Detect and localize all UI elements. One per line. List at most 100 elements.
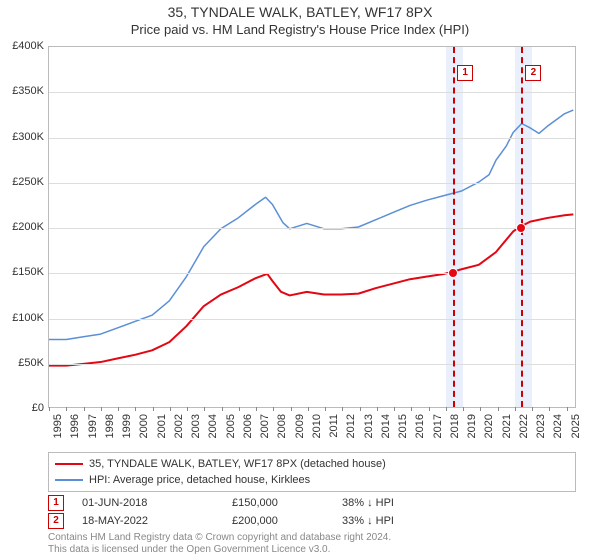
- x-tick: [463, 407, 464, 411]
- legend-swatch: [55, 479, 83, 481]
- callout-line: [453, 47, 455, 407]
- gridline: [49, 319, 575, 320]
- legend-row: HPI: Average price, detached house, Kirk…: [55, 472, 569, 488]
- x-axis-label: 2008: [276, 414, 288, 446]
- chart-svg: [49, 47, 575, 407]
- x-tick: [308, 407, 309, 411]
- x-axis-label: 2007: [259, 414, 271, 446]
- x-tick: [360, 407, 361, 411]
- legend-swatch: [55, 463, 83, 465]
- x-tick: [394, 407, 395, 411]
- sales-callout-number: 2: [48, 513, 64, 529]
- x-axis-label: 2020: [483, 414, 495, 446]
- x-axis-label: 2010: [311, 414, 323, 446]
- gridline: [49, 92, 575, 93]
- x-axis-label: 2021: [501, 414, 513, 446]
- x-axis-label: 2024: [552, 414, 564, 446]
- x-tick: [498, 407, 499, 411]
- sales-callout-number: 1: [48, 495, 64, 511]
- x-tick: [377, 407, 378, 411]
- legend-row: 35, TYNDALE WALK, BATLEY, WF17 8PX (deta…: [55, 456, 569, 472]
- x-tick: [325, 407, 326, 411]
- series-line-hpi: [49, 110, 573, 339]
- y-axis-label: £50K: [0, 357, 44, 369]
- sales-date: 18-MAY-2022: [82, 515, 232, 527]
- legend-label: HPI: Average price, detached house, Kirk…: [89, 474, 310, 486]
- x-axis-label: 1997: [87, 414, 99, 446]
- x-tick: [411, 407, 412, 411]
- x-axis-label: 1999: [121, 414, 133, 446]
- sales-row: 2 18-MAY-2022£200,00033% ↓ HPI: [48, 512, 576, 530]
- page-title: 35, TYNDALE WALK, BATLEY, WF17 8PX: [0, 0, 600, 20]
- footer-line-2: This data is licensed under the Open Gov…: [48, 544, 576, 556]
- x-tick: [222, 407, 223, 411]
- x-axis-label: 2019: [466, 414, 478, 446]
- x-axis-label: 2012: [345, 414, 357, 446]
- legend-box: 35, TYNDALE WALK, BATLEY, WF17 8PX (deta…: [48, 452, 576, 492]
- x-axis-label: 1996: [69, 414, 81, 446]
- x-axis-label: 2017: [432, 414, 444, 446]
- gridline: [49, 228, 575, 229]
- y-axis-label: £250K: [0, 176, 44, 188]
- footer-attribution: Contains HM Land Registry data © Crown c…: [48, 532, 576, 556]
- x-axis-label: 2023: [535, 414, 547, 446]
- x-axis-label: 2006: [242, 414, 254, 446]
- sale-marker: [448, 268, 458, 278]
- gridline: [49, 138, 575, 139]
- x-tick: [153, 407, 154, 411]
- sales-diff: 33% ↓ HPI: [342, 515, 452, 527]
- sales-price: £150,000: [232, 497, 342, 509]
- x-tick: [291, 407, 292, 411]
- x-tick: [549, 407, 550, 411]
- x-tick: [480, 407, 481, 411]
- x-axis-label: 2003: [190, 414, 202, 446]
- x-axis-label: 2018: [449, 414, 461, 446]
- x-tick: [429, 407, 430, 411]
- x-axis-label: 2025: [570, 414, 582, 446]
- x-axis-label: 1998: [104, 414, 116, 446]
- x-tick: [135, 407, 136, 411]
- x-axis-label: 2005: [225, 414, 237, 446]
- sales-price: £200,000: [232, 515, 342, 527]
- y-axis-label: £400K: [0, 40, 44, 52]
- y-axis-label: £100K: [0, 312, 44, 324]
- x-tick: [66, 407, 67, 411]
- x-axis-label: 2015: [397, 414, 409, 446]
- x-tick: [170, 407, 171, 411]
- x-tick: [204, 407, 205, 411]
- x-tick: [446, 407, 447, 411]
- x-tick: [84, 407, 85, 411]
- sales-date: 01-JUN-2018: [82, 497, 232, 509]
- y-axis-label: £200K: [0, 221, 44, 233]
- x-axis-label: 2004: [207, 414, 219, 446]
- x-tick: [567, 407, 568, 411]
- x-tick: [342, 407, 343, 411]
- x-tick: [239, 407, 240, 411]
- legend-label: 35, TYNDALE WALK, BATLEY, WF17 8PX (deta…: [89, 458, 386, 470]
- x-axis-label: 2022: [518, 414, 530, 446]
- x-axis-label: 2001: [156, 414, 168, 446]
- footer-line-1: Contains HM Land Registry data © Crown c…: [48, 532, 576, 544]
- x-axis-label: 1995: [52, 414, 64, 446]
- page-subtitle: Price paid vs. HM Land Registry's House …: [0, 20, 600, 37]
- x-axis-label: 2016: [414, 414, 426, 446]
- callout-number: 2: [525, 65, 541, 81]
- x-tick: [532, 407, 533, 411]
- gridline: [49, 273, 575, 274]
- x-tick: [256, 407, 257, 411]
- x-tick: [101, 407, 102, 411]
- y-axis-label: £0: [0, 402, 44, 414]
- sales-diff: 38% ↓ HPI: [342, 497, 452, 509]
- chart-plot-area: 12: [48, 46, 576, 408]
- y-axis-label: £300K: [0, 131, 44, 143]
- x-axis-label: 2013: [363, 414, 375, 446]
- y-axis-label: £150K: [0, 266, 44, 278]
- sales-row: 1 01-JUN-2018£150,00038% ↓ HPI: [48, 494, 576, 512]
- x-tick: [187, 407, 188, 411]
- x-tick: [118, 407, 119, 411]
- x-tick: [49, 407, 50, 411]
- sale-marker: [516, 223, 526, 233]
- gridline: [49, 364, 575, 365]
- x-tick: [273, 407, 274, 411]
- sales-table: 1 01-JUN-2018£150,00038% ↓ HPI 2 18-MAY-202…: [48, 494, 576, 530]
